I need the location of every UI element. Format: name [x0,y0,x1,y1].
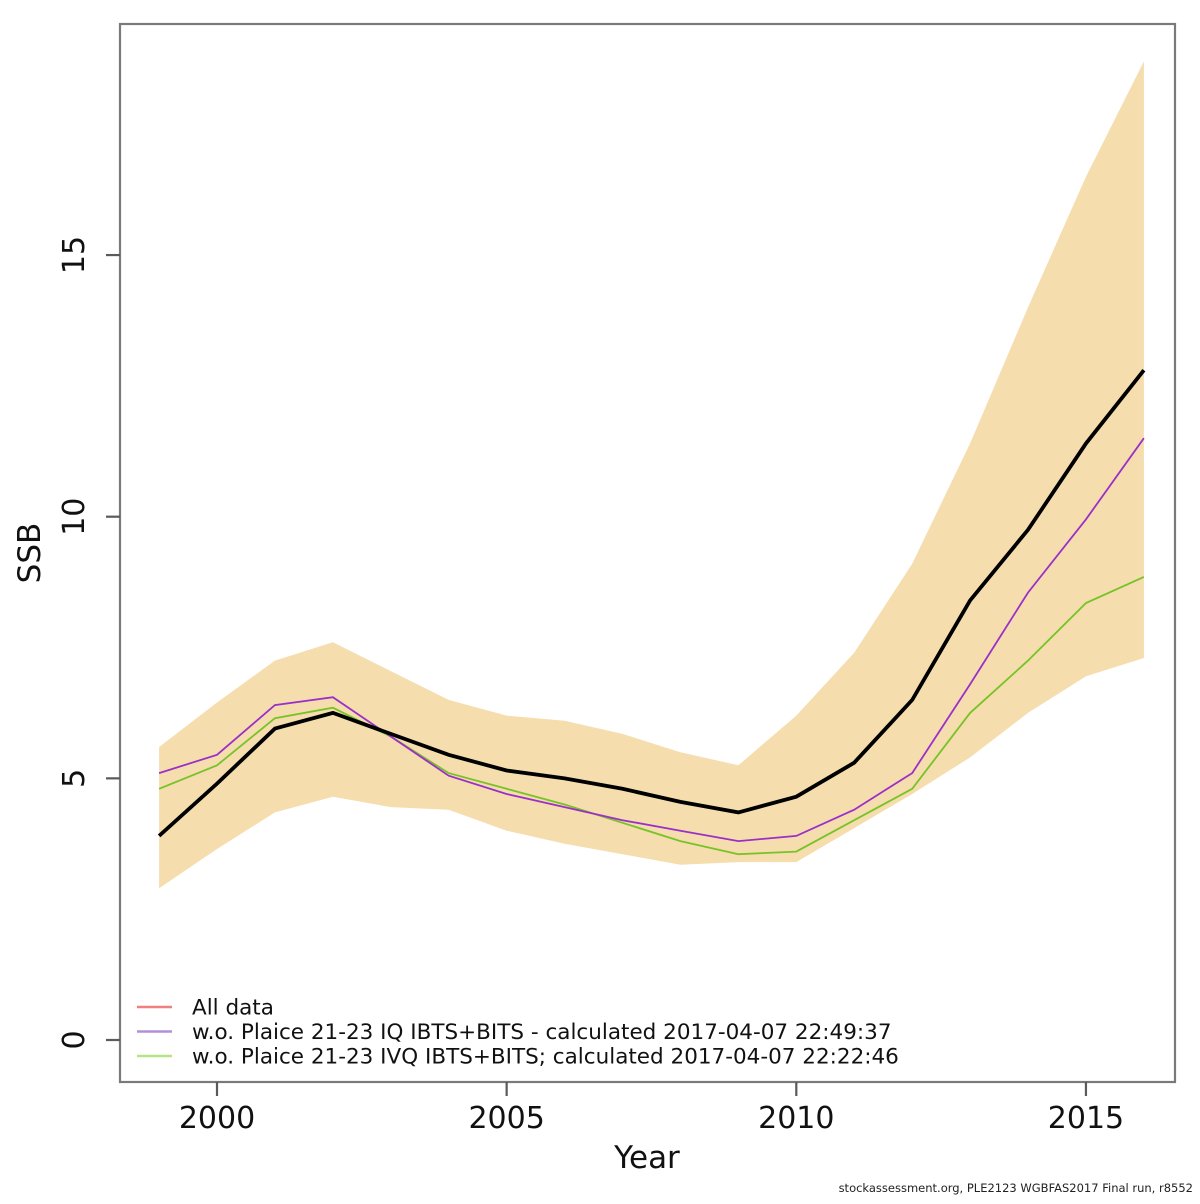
x-tick-label: 2000 [179,1101,255,1136]
series-lines-layer [157,369,1146,856]
footer-credit: stockassessment.org, PLE2123 WGBFAS2017 … [839,1181,1193,1195]
legend-label: w.o. Plaice 21-23 IQ IBTS+BITS - calcula… [192,1020,892,1045]
x-tick-label: 2005 [468,1101,544,1136]
x-tick-label: 2010 [758,1101,834,1136]
x-axis-title: Year [613,1140,680,1176]
y-axis-ticks: 0 5 10 15 [57,236,120,1050]
y-tick-label: 15 [57,236,92,274]
legend-label: w.o. Plaice 21-23 IVQ IBTS+BITS; calcula… [192,1045,899,1070]
series-line-w-o-plaice-21-23-ivq-ibts-bi [158,576,1145,856]
confidence-band [159,61,1144,889]
legend-label: All data [192,996,274,1021]
series-line-all-data [157,369,1146,838]
confidence-band-layer [159,61,1144,889]
y-tick-label: 5 [57,769,92,788]
y-tick-label: 0 [57,1030,92,1049]
x-tick-label: 2015 [1048,1101,1124,1136]
plot-box-border [118,22,1177,1084]
series-line-w-o-plaice-21-23-iq-ibts-bit [158,437,1145,843]
y-axis-title: SSB [12,523,48,584]
y-tick-label: 10 [57,498,92,536]
x-axis-ticks: 2000 2005 2010 2015 [179,1082,1124,1136]
